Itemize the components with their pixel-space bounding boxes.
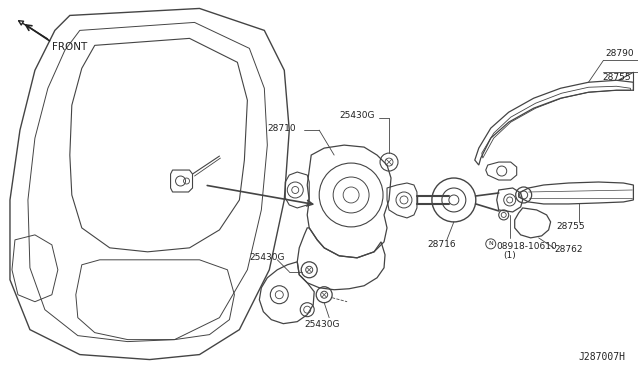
Text: J287007H: J287007H bbox=[579, 352, 625, 362]
Text: FRONT: FRONT bbox=[52, 42, 87, 52]
Text: 25430G: 25430G bbox=[250, 253, 285, 262]
Text: 28762: 28762 bbox=[555, 245, 583, 254]
Text: 08918-10610: 08918-10610 bbox=[497, 242, 557, 251]
Text: 25430G: 25430G bbox=[304, 320, 340, 328]
Text: (1): (1) bbox=[504, 251, 516, 260]
Text: 28716: 28716 bbox=[427, 240, 456, 249]
Text: 28710: 28710 bbox=[268, 124, 296, 133]
Text: 28755: 28755 bbox=[602, 73, 631, 82]
Text: 28790: 28790 bbox=[605, 49, 634, 58]
Text: N: N bbox=[488, 241, 493, 246]
Text: 25430G: 25430G bbox=[339, 111, 374, 120]
Text: 28755: 28755 bbox=[557, 222, 585, 231]
